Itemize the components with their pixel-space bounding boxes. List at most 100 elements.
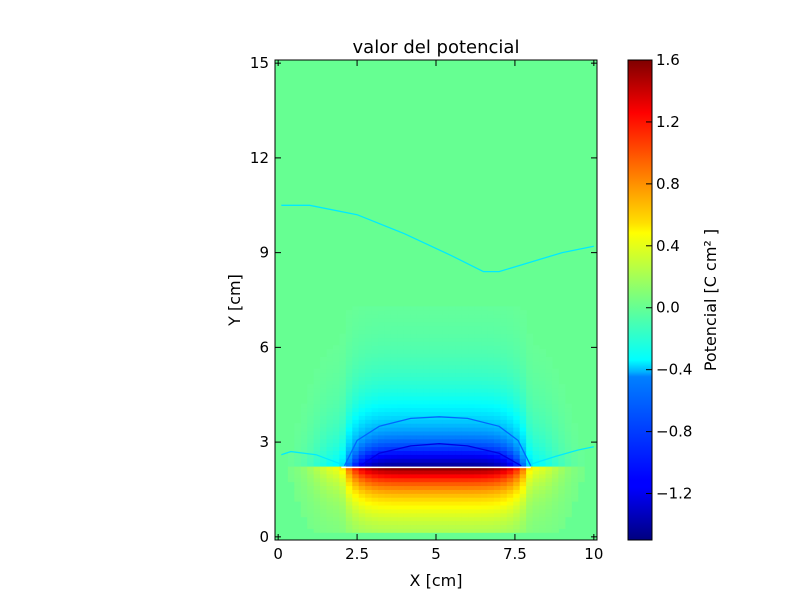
heatmap-cell — [513, 341, 521, 346]
heatmap-cell — [532, 481, 540, 487]
heatmap-cell — [429, 438, 437, 444]
heatmap-cell — [423, 469, 431, 475]
heatmap-cell — [358, 493, 366, 498]
heatmap-cell — [423, 388, 431, 393]
heatmap-cell — [455, 356, 463, 362]
heatmap-cell — [332, 462, 340, 467]
heatmap-cell — [397, 341, 405, 346]
heatmap-cell — [332, 415, 340, 420]
heatmap-cell — [397, 318, 405, 323]
heatmap-cell — [481, 493, 489, 498]
heatmap-cell — [571, 430, 579, 436]
heatmap-cell — [294, 442, 302, 448]
heatmap-cell — [481, 438, 489, 444]
heatmap-cell — [551, 489, 559, 494]
heatmap-cell — [468, 407, 476, 413]
heatmap-cell — [468, 306, 476, 311]
heatmap-cell — [313, 493, 321, 498]
heatmap-cell — [545, 376, 553, 381]
heatmap-cell — [564, 508, 572, 514]
heatmap-cell — [455, 392, 463, 397]
heatmap-cell — [506, 364, 514, 370]
heatmap-cell — [294, 423, 302, 428]
heatmap-cell — [551, 524, 559, 529]
heatmap-cell — [365, 399, 373, 405]
heatmap-cell — [320, 438, 328, 444]
heatmap-cell — [294, 485, 302, 490]
heatmap-cell — [403, 321, 411, 327]
heatmap-cell — [416, 493, 424, 498]
heatmap-cell — [532, 345, 540, 350]
heatmap-cell — [526, 473, 534, 479]
heatmap-cell — [487, 384, 495, 389]
heatmap-cell — [378, 520, 386, 526]
heatmap-cell — [545, 419, 553, 424]
heatmap-cell — [442, 450, 450, 455]
heatmap-cell — [551, 504, 559, 510]
heatmap-cell — [564, 423, 572, 428]
heatmap-cell — [558, 399, 566, 405]
heatmap-cell — [384, 384, 392, 389]
heatmap-cell — [436, 321, 444, 327]
heatmap-cell — [378, 473, 386, 479]
heatmap-cell — [423, 524, 431, 529]
heatmap-cell — [300, 481, 308, 487]
heatmap-cell — [442, 501, 450, 506]
heatmap-cell — [539, 395, 547, 401]
heatmap-cell — [320, 501, 328, 506]
heatmap-cell — [551, 380, 559, 385]
heatmap-cell — [545, 356, 553, 362]
heatmap-cell — [532, 493, 540, 498]
heatmap-cell — [448, 458, 456, 463]
heatmap-cell — [313, 427, 321, 432]
heatmap-cell — [429, 333, 437, 339]
heatmap-cell — [481, 345, 489, 350]
heatmap-cell — [539, 380, 547, 385]
heatmap-cell — [403, 415, 411, 420]
heatmap-cell — [487, 364, 495, 370]
heatmap-cell — [487, 399, 495, 405]
heatmap-cell — [358, 345, 366, 350]
heatmap-cell — [397, 504, 405, 510]
heatmap-cell — [410, 345, 418, 350]
heatmap-cell — [455, 372, 463, 378]
heatmap-cell — [506, 306, 514, 311]
heatmap-cell — [352, 376, 360, 381]
heatmap-cell — [390, 372, 398, 378]
heatmap-cell — [410, 423, 418, 428]
heatmap-cell — [320, 469, 328, 475]
heatmap-cell — [403, 520, 411, 526]
heatmap-cell — [532, 489, 540, 494]
heatmap-cell — [320, 372, 328, 378]
heatmap-cell — [313, 438, 321, 444]
heatmap-cell — [365, 508, 373, 514]
heatmap-cell — [442, 306, 450, 311]
heatmap-cell — [513, 473, 521, 479]
heatmap-cell — [423, 473, 431, 479]
heatmap-cell — [403, 384, 411, 389]
heatmap-cell — [416, 368, 424, 374]
heatmap-cell — [487, 485, 495, 490]
heatmap-cell — [519, 395, 527, 401]
heatmap-cell — [397, 349, 405, 354]
heatmap-cell — [352, 306, 360, 311]
heatmap-cell — [526, 349, 534, 354]
heatmap-cell — [481, 349, 489, 354]
heatmap-cell — [442, 318, 450, 323]
heatmap-cell — [365, 325, 373, 331]
heatmap-cell — [448, 454, 456, 459]
heatmap-cell — [481, 333, 489, 339]
heatmap-cell — [403, 516, 411, 522]
heatmap-cell — [378, 427, 386, 432]
heatmap-cell — [423, 403, 431, 409]
heatmap-cell — [320, 504, 328, 510]
heatmap-cell — [481, 329, 489, 335]
heatmap-cell — [378, 333, 386, 339]
heatmap-cell — [345, 427, 353, 432]
heatmap-cell — [468, 481, 476, 487]
heatmap-cell — [461, 458, 469, 463]
heatmap-cell — [390, 493, 398, 498]
heatmap-cell — [474, 329, 482, 335]
heatmap-cell — [468, 353, 476, 358]
heatmap-cell — [339, 364, 347, 370]
